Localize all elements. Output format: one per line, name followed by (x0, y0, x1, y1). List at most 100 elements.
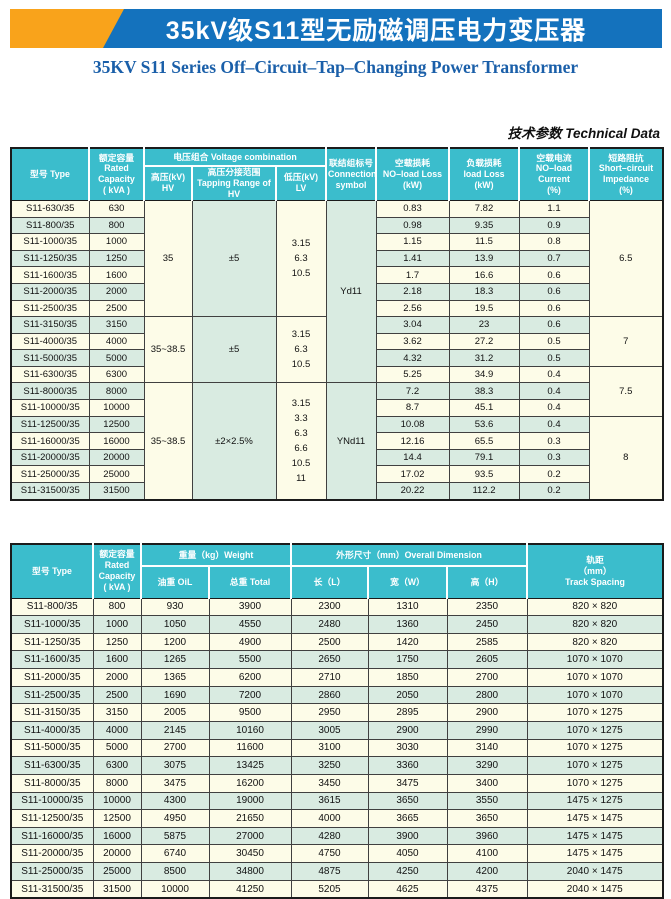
table-row: S11-1600/35 1600 1.7 16.6 0.6 (10, 266, 663, 284)
type-cell: S11-1600/35 (10, 266, 90, 284)
width-header: 宽（W） (367, 565, 448, 599)
value-cell: 3475 (367, 773, 448, 793)
value-cell: 34800 (208, 862, 292, 881)
value-cell: 20.22 (375, 482, 450, 501)
value-cell: 0.8 (518, 233, 590, 251)
capacity-cell: 2500 (92, 685, 142, 705)
capacity-cell: 1250 (92, 632, 142, 652)
value-cell: 1.1 (518, 199, 590, 218)
value-cell: 1070 × 1275 (526, 773, 664, 793)
value-cell: 5500 (208, 650, 292, 670)
value-cell: 45.1 (448, 399, 520, 417)
value-cell: 1360 (367, 615, 448, 634)
type-cell: S11-3150/35 (10, 316, 90, 334)
type-cell: S11-31500/35 (10, 879, 94, 899)
table-row: S11-6300/35 6300 5.25 34.9 0.4 7.5 (10, 365, 664, 417)
value-cell: 2700 (140, 738, 210, 758)
value-cell: 2005 (140, 703, 210, 722)
value-cell: 1420 (367, 632, 448, 652)
value-cell: 0.3 (518, 448, 590, 467)
capacity-cell: 6300 (92, 756, 142, 775)
value-cell: 93.5 (448, 465, 520, 484)
hv-cell: 35 (143, 199, 193, 318)
type-cell: S11-2000/35 (10, 668, 94, 687)
value-cell: 3665 (367, 809, 448, 828)
value-cell: 8.7 (375, 399, 450, 417)
value-cell: 1690 (140, 685, 210, 705)
hv-cell: 35~38.5 (143, 382, 193, 501)
value-cell: 10.08 (375, 415, 450, 434)
table-row: S11-1000/35 1000 1050 4550 2480 1360 2450 820 ×… (10, 615, 664, 634)
value-cell: 3650 (446, 809, 528, 828)
value-cell: 1.15 (375, 233, 450, 251)
value-cell: 7200 (208, 685, 292, 705)
value-cell: 31.2 (448, 349, 520, 367)
table-row: S11-8000/35 8000 3475 16200 3450 3475 3400 1070… (10, 773, 664, 793)
type-cell: S11-12500/35 (10, 809, 94, 828)
value-cell: 3250 (290, 756, 369, 775)
value-cell: 0.2 (518, 465, 590, 484)
page-title: 35kV级S11型无励磁调压电力变压器 (165, 16, 587, 45)
table-row: S11-2500/35 2500 2.56 19.5 0.6 (10, 299, 663, 318)
value-cell: 3360 (367, 756, 448, 775)
table-row: S11-12500/35 12500 4950 21650 4000 3665 3650 14… (10, 809, 664, 828)
value-cell: 0.2 (518, 482, 590, 501)
type-cell: S11-1600/35 (10, 650, 94, 670)
capacity-cell: 4000 (92, 720, 142, 740)
value-cell: 0.6 (518, 299, 590, 318)
value-cell: 1.41 (375, 249, 450, 268)
value-cell: 2605 (446, 650, 528, 670)
type-cell: S11-1000/35 (10, 233, 90, 251)
table-row: S11-800/35 800 930 3900 2300 1310 2350 820 × 82… (10, 597, 664, 617)
capacity-cell: 20000 (92, 844, 142, 864)
value-cell: 0.4 (518, 365, 590, 384)
value-cell: 4550 (208, 615, 292, 634)
value-cell: 1475 × 1475 (526, 844, 664, 864)
type-cell: S11-630/35 (10, 199, 90, 218)
value-cell: 4750 (290, 844, 369, 864)
value-cell: 3960 (446, 826, 528, 846)
type-cell: S11-800/35 (10, 216, 90, 235)
value-cell: 4900 (208, 632, 292, 652)
capacity-cell: 2500 (88, 299, 145, 318)
value-cell: 2.18 (375, 282, 450, 301)
page-banner: 35kV级S11型无励磁调压电力变压器 (10, 9, 662, 48)
value-cell: 1070 × 1070 (526, 668, 664, 687)
value-cell: 16200 (208, 773, 292, 793)
value-cell: 1475 × 1275 (526, 791, 664, 811)
value-cell: 3550 (446, 791, 528, 811)
type-cell: S11-1250/35 (10, 249, 90, 268)
value-cell: 6200 (208, 668, 292, 687)
type-cell: S11-31500/35 (10, 482, 90, 501)
capacity-cell: 6300 (88, 365, 145, 384)
total-header: 总重 Total (208, 565, 292, 599)
value-cell: 3400 (446, 773, 528, 793)
type-cell: S11-8000/35 (10, 382, 90, 401)
table-row: S11-6300/35 6300 3075 13425 3250 3360 3290 1070… (10, 756, 664, 775)
value-cell: 0.4 (518, 399, 590, 417)
type-cell: S11-2500/35 (10, 299, 90, 318)
value-cell: 2145 (140, 720, 210, 740)
capacity-cell: 8000 (88, 382, 145, 401)
value-cell: 3900 (208, 597, 292, 617)
type-cell: S11-16000/35 (10, 432, 90, 450)
value-cell: 0.9 (518, 216, 590, 235)
value-cell: 3075 (140, 756, 210, 775)
type-cell: S11-5000/35 (10, 738, 94, 758)
value-cell: 1475 × 1475 (526, 826, 664, 846)
value-cell: 7.82 (448, 199, 520, 218)
oil-header: 油重 OiL (140, 565, 210, 599)
value-cell: 3.04 (375, 316, 450, 334)
capacity-cell: 1000 (88, 233, 145, 251)
value-cell: 1200 (140, 632, 210, 652)
value-cell: 2350 (446, 597, 528, 617)
noload-loss-header: 空载损耗 NO–load Loss (kW) (375, 146, 450, 201)
value-cell: 2480 (290, 615, 369, 634)
value-cell: 17.02 (375, 465, 450, 484)
value-cell: 3615 (290, 791, 369, 811)
type-cell: S11-1250/35 (10, 632, 94, 652)
type-cell: S11-6300/35 (10, 365, 90, 384)
value-cell: 1365 (140, 668, 210, 687)
value-cell: 2800 (446, 685, 528, 705)
